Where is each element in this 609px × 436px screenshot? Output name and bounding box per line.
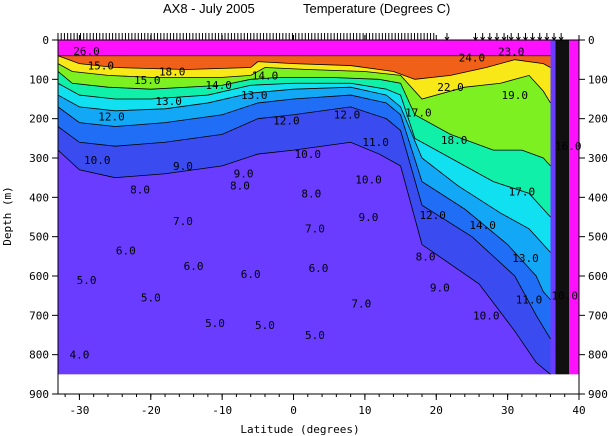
isotherm-line-10 xyxy=(57,141,551,375)
contour-label: 5.0 xyxy=(305,329,325,342)
isotherm-line-12 xyxy=(57,106,551,340)
x-tick-label: 20 xyxy=(430,404,443,417)
x-tick-label: -20 xyxy=(141,404,161,417)
y-tick-label: 100 xyxy=(29,73,49,86)
contour-label: 6.0 xyxy=(241,268,261,281)
contour-label: 12.0 xyxy=(419,209,446,222)
y-axis-title: Depth (m) xyxy=(1,186,14,246)
y-tick-label: 800 xyxy=(29,349,49,362)
contour-label: 8.0 xyxy=(301,187,321,200)
isotherm-line-15 xyxy=(57,82,551,218)
contour-label: 13.0 xyxy=(241,89,268,102)
contour-label: 5.0 xyxy=(255,319,275,332)
contour-label: 7.0 xyxy=(351,297,371,310)
contour-label: 17.0 xyxy=(405,107,432,120)
contour-label: 12.0 xyxy=(98,111,125,124)
contour-label: 13.0 xyxy=(512,252,539,265)
x-axis-title: Latitude (degrees) xyxy=(240,423,359,436)
contour-label: 8.0 xyxy=(416,250,436,263)
contour-label: 5.0 xyxy=(141,292,161,305)
shelf-edge xyxy=(569,40,579,375)
chart-title-left: AX8 - July 2005 xyxy=(163,1,255,16)
contour-label: 26.0 xyxy=(73,45,100,58)
contour-label: 9.0 xyxy=(430,282,450,295)
y-tick-label: 0 xyxy=(42,34,49,47)
contour-label: 6.0 xyxy=(184,260,204,273)
x-tick-label: 10 xyxy=(358,404,371,417)
x-tick-label: 40 xyxy=(572,404,585,417)
x-tick-label: 0 xyxy=(290,404,297,417)
isotherm-line-22 xyxy=(57,55,551,80)
isotherm-line-17 xyxy=(57,71,551,167)
contour-label: 24.0 xyxy=(459,52,486,65)
y-tick-label: 700 xyxy=(29,309,49,322)
contour-label: 15.0 xyxy=(88,60,115,73)
contour-label: 12.0 xyxy=(273,115,300,128)
contour-label: 22.0 xyxy=(437,81,464,94)
contour-label: 5.0 xyxy=(205,317,225,330)
contour-label: 10.0 xyxy=(355,174,382,187)
x-tick-label: -10 xyxy=(212,404,232,417)
contour-label: 17.0 xyxy=(509,185,536,198)
surface-warm-layer xyxy=(58,40,551,56)
contour-label: 10.0 xyxy=(473,309,500,322)
y-tick-label: 200 xyxy=(29,113,49,126)
y-tick-label-right: 400 xyxy=(588,191,608,204)
contour-label: 7.0 xyxy=(173,215,193,228)
contour-label: 9.0 xyxy=(173,160,193,173)
y-tick-label: 400 xyxy=(29,191,49,204)
y-tick-label: 600 xyxy=(29,270,49,283)
y-tick-label: 300 xyxy=(29,152,49,165)
x-tick-label: 30 xyxy=(501,404,514,417)
contour-label: 15.0 xyxy=(134,74,161,87)
y-tick-label-right: 700 xyxy=(588,309,608,322)
contour-label: 12.0 xyxy=(334,109,361,122)
contour-label: 4.0 xyxy=(69,349,89,362)
x-tick-label: -30 xyxy=(69,404,89,417)
y-tick-label-right: 100 xyxy=(588,73,608,86)
contour-label: 11.0 xyxy=(516,294,543,307)
y-tick-label-right: 600 xyxy=(588,270,608,283)
contour-label: 19.0 xyxy=(502,89,529,102)
contour-label: 18.0 xyxy=(441,134,468,147)
contour-label: 10.0 xyxy=(295,148,322,161)
isotherm-line-14 xyxy=(57,86,551,253)
contour-label: 14.0 xyxy=(205,79,232,92)
contour-label: 9.0 xyxy=(359,211,379,224)
contour-label: 9.0 xyxy=(234,168,254,181)
isotherm-line-19 xyxy=(57,63,551,104)
contour-label: 6.0 xyxy=(309,262,329,275)
contour-label: 10.0 xyxy=(551,290,578,303)
y-tick-label: 500 xyxy=(29,231,49,244)
y-tick-label-right: 900 xyxy=(588,388,608,401)
y-tick-label: 900 xyxy=(29,388,49,401)
plot-area: 26.015.0 18.015.0 14.014.013.012.013.012.0… xyxy=(29,33,608,417)
contour-label: 14.0 xyxy=(469,219,496,232)
contour-label: 6.0 xyxy=(116,244,136,257)
contour-label: 8.0 xyxy=(130,183,150,196)
contour-label: 8.0 xyxy=(230,179,250,192)
contour-label: 16.0 xyxy=(555,140,582,153)
contour-label: 14.0 xyxy=(252,69,279,82)
chart-title-right: Temperature (Degrees C) xyxy=(303,1,450,16)
contour-label: 11.0 xyxy=(362,136,389,149)
shelf-region xyxy=(555,40,570,375)
y-tick-label-right: 200 xyxy=(588,113,608,126)
y-tick-label-right: 500 xyxy=(588,231,608,244)
contour-label: 18.0 xyxy=(159,65,186,78)
plot-frame xyxy=(57,39,580,395)
contour-label: 10.0 xyxy=(84,154,111,167)
isotherm-line-13 xyxy=(57,94,551,300)
y-tick-label-right: 300 xyxy=(588,152,608,165)
contour-label: 23.0 xyxy=(498,46,525,59)
contour-label: 7.0 xyxy=(305,223,325,236)
y-tick-label-right: 800 xyxy=(588,349,608,362)
y-tick-label-right: 0 xyxy=(588,34,595,47)
contour-label: 13.0 xyxy=(155,95,182,108)
contour-label: 5.0 xyxy=(77,274,97,287)
